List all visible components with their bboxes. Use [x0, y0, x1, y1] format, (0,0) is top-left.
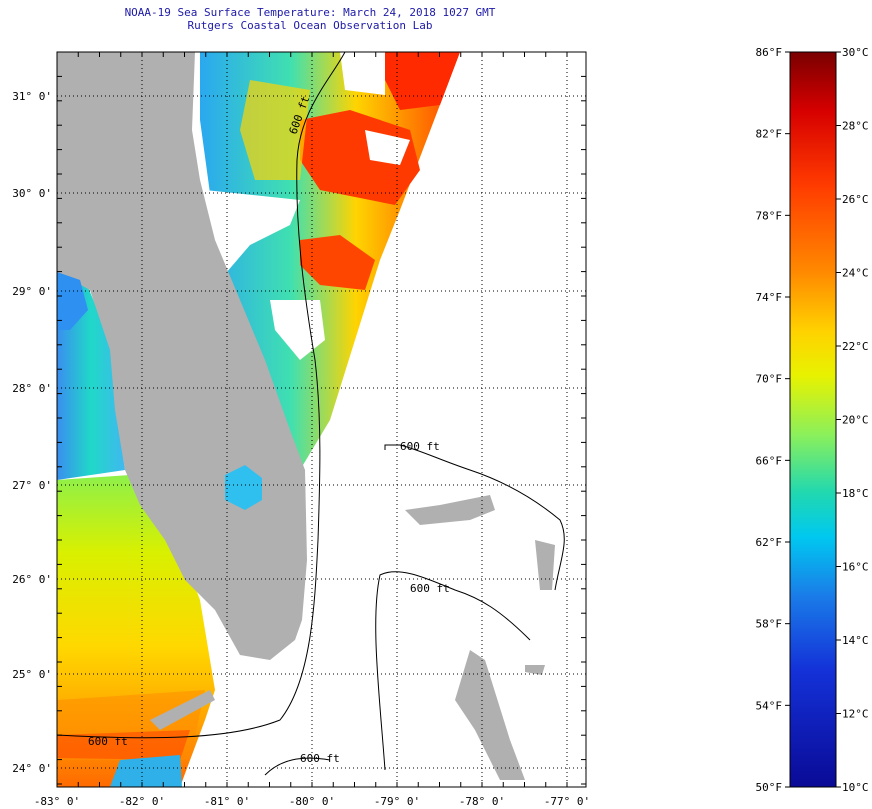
longitude-label: -77° 0'	[544, 795, 590, 808]
latitude-label: 27° 0'	[12, 479, 52, 492]
colorbar-f-label: 78°F	[756, 209, 783, 222]
bathymetry-contour	[264, 757, 331, 776]
colorbar-c-label: 20°C	[842, 414, 869, 427]
longitude-label: -81° 0'	[204, 795, 250, 808]
bahamas-land	[525, 665, 545, 675]
colorbar-f-label: 58°F	[756, 618, 783, 631]
colorbar-c-label: 14°C	[842, 634, 869, 647]
colorbar-ticks	[785, 51, 841, 788]
map-subtitle: Rutgers Coastal Ocean Observation Lab	[187, 19, 433, 32]
contour-label: 600 ft	[400, 440, 440, 453]
bahamas-land	[535, 540, 555, 590]
map-title: NOAA-19 Sea Surface Temperature: March 2…	[124, 6, 496, 19]
colorbar-c-label: 18°C	[842, 487, 869, 500]
colorbar-f-label: 66°F	[756, 454, 783, 467]
colorbar-f-label: 74°F	[756, 291, 783, 304]
longitude-label: -79° 0'	[374, 795, 420, 808]
latitude-label: 24° 0'	[12, 762, 52, 775]
colorbar-c-label: 26°C	[842, 193, 869, 206]
latitude-label: 25° 0'	[12, 668, 52, 681]
colorbar-f-label: 82°F	[756, 128, 783, 141]
colorbar-f-label: 54°F	[756, 699, 783, 712]
contour-label: 600 ft	[300, 752, 340, 765]
colorbar-fahrenheit-labels: 86°F 82°F 78°F 74°F 70°F 66°F 62°F 58°F 54°F 50°F	[756, 46, 783, 794]
cloud-gap	[365, 130, 410, 165]
colorbar-c-label: 24°C	[842, 267, 869, 280]
colorbar-c-label: 16°C	[842, 561, 869, 574]
atlantic-yellow-band	[240, 80, 310, 180]
florida-keys	[150, 690, 215, 730]
colorbar-celsius-labels: 30°C 28°C 26°C 24°C 22°C 20°C 18°C 16°C 14°C 12°C…	[842, 46, 869, 794]
colorbar-f-label: 86°F	[756, 46, 783, 59]
cloud-gap	[205, 190, 300, 280]
lake-okeechobee	[225, 465, 262, 510]
longitude-label: -82° 0'	[119, 795, 165, 808]
map-border	[56, 51, 587, 788]
colorbar-c-label: 12°C	[842, 708, 869, 721]
colorbar-f-label: 50°F	[756, 781, 783, 794]
bathymetry-contour	[384, 444, 565, 591]
latitude-label: 28° 0'	[12, 382, 52, 395]
colorbar-c-label: 30°C	[842, 46, 869, 59]
cloud-gap	[340, 52, 385, 95]
latitude-label: 29° 0'	[12, 285, 52, 298]
latitude-labels: 31° 0' 30° 0' 29° 0' 28° 0' 27° 0' 26° 0' 25° …	[12, 90, 52, 775]
longitude-label: -80° 0'	[289, 795, 335, 808]
colorbar-f-label: 62°F	[756, 536, 783, 549]
colorbar-c-label: 10°C	[842, 781, 869, 794]
colorbar-f-label: 70°F	[756, 373, 783, 386]
big-bend-water	[57, 272, 88, 330]
latitude-label: 31° 0'	[12, 90, 52, 103]
axis-ticks	[56, 51, 586, 787]
contour-label: 600 ft	[88, 735, 128, 748]
longitude-label: -78° 0'	[459, 795, 505, 808]
contour-label: 600 ft	[410, 582, 450, 595]
bahamas-land	[455, 650, 525, 780]
bathymetry-contour	[375, 571, 531, 771]
latitude-label: 30° 0'	[12, 187, 52, 200]
bahamas-land	[405, 495, 495, 525]
cloud-gap	[270, 300, 325, 360]
longitude-label: -83° 0'	[34, 795, 80, 808]
atlantic-warm-patch-mid	[300, 235, 375, 290]
colorbar-c-label: 22°C	[842, 340, 869, 353]
bathymetry-contour	[57, 52, 346, 739]
graticule	[57, 52, 586, 787]
atlantic-warm-patch-north	[300, 110, 420, 205]
colorbar-c-label: 28°C	[842, 120, 869, 133]
temperature-colorbar	[789, 51, 837, 788]
latitude-label: 26° 0'	[12, 573, 52, 586]
longitude-labels: -83° 0' -82° 0' -81° 0' -80° 0' -79° 0' -78° …	[34, 795, 590, 808]
gulf-cool-patch	[110, 755, 182, 787]
